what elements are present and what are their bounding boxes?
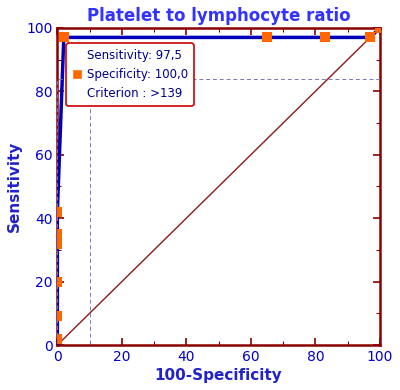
Point	[264, 34, 270, 41]
Point	[54, 231, 60, 237]
Point	[54, 314, 60, 320]
Title: Platelet to lymphocyte ratio: Platelet to lymphocyte ratio	[87, 7, 350, 25]
Point	[54, 240, 60, 246]
Point	[60, 34, 67, 41]
Point	[54, 335, 60, 342]
Point	[377, 25, 383, 31]
X-axis label: 100-Specificity: 100-Specificity	[155, 368, 282, 383]
Y-axis label: Sensitivity: Sensitivity	[7, 141, 22, 232]
Point	[54, 209, 60, 215]
Point	[54, 278, 60, 285]
Point	[54, 237, 60, 243]
Legend: Sensitivity: 97,5, Specificity: 100,0, Criterion : >139: Sensitivity: 97,5, Specificity: 100,0, C…	[66, 43, 194, 106]
Point	[367, 34, 373, 41]
Point	[322, 34, 328, 41]
